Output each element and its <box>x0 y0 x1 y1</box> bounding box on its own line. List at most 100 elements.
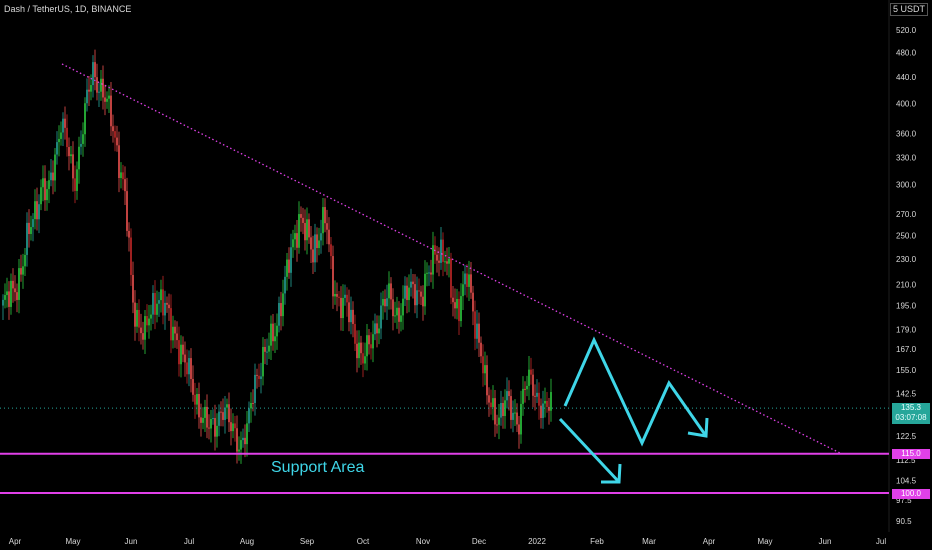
price-axis[interactable]: 520.0 480.0 440.0 400.0 360.0 330.0 300.0 270.0… <box>888 0 917 532</box>
price-tick-label: 330.0 <box>896 154 917 163</box>
candle-body <box>318 240 320 249</box>
candle-body <box>316 234 318 249</box>
candle-body <box>272 323 274 342</box>
candle-body <box>358 342 360 359</box>
candle-body <box>402 298 404 316</box>
time-tick-label: Jun <box>819 537 832 546</box>
price-tick-label: 360.0 <box>896 129 917 138</box>
candle-body <box>510 396 512 420</box>
candle-body <box>104 97 106 102</box>
candle-body <box>474 311 476 339</box>
candle-body <box>42 178 44 188</box>
candle-body <box>346 294 348 303</box>
candle-body <box>254 374 256 404</box>
candle-body <box>436 254 438 261</box>
candle-body <box>384 299 386 307</box>
candle-body <box>412 281 414 285</box>
candle-body <box>514 412 516 414</box>
time-tick-label: Mar <box>642 537 656 546</box>
candle-body <box>192 378 194 395</box>
candle-body <box>344 294 346 298</box>
candle-body <box>74 178 76 191</box>
candle-body <box>506 391 508 401</box>
candle-body <box>202 417 204 423</box>
price-tick-label: 520.0 <box>896 26 917 35</box>
candle-body <box>64 118 66 128</box>
candle-body <box>122 172 124 180</box>
candle-body <box>458 298 460 322</box>
candle-body <box>366 335 368 357</box>
price-tick-label: 97.5 <box>896 496 912 505</box>
price-tick-label: 270.0 <box>896 210 917 219</box>
candle-body <box>306 219 308 241</box>
candle-body <box>248 408 250 424</box>
candle-body <box>548 406 550 411</box>
candle-body <box>490 402 492 408</box>
candle-body <box>348 302 350 323</box>
candle-body <box>222 412 224 420</box>
candle-body <box>284 276 286 294</box>
candle-body <box>304 222 306 241</box>
candle-body <box>136 309 138 327</box>
candle-body <box>324 207 326 224</box>
candle-body <box>258 375 260 379</box>
candle-body <box>448 258 450 264</box>
candle-body <box>340 297 342 319</box>
time-tick-label: Dec <box>472 537 486 546</box>
candle-body <box>190 358 192 379</box>
candle-body <box>262 346 264 377</box>
candle-body <box>382 299 384 306</box>
time-axis[interactable]: Apr May Jun Jul Aug Sep Oct Nov Dec 2022 Feb Mar Apr… <box>9 537 887 546</box>
candle-body <box>142 333 144 340</box>
candle-body <box>226 404 228 408</box>
candle-body <box>322 207 324 234</box>
candle-body <box>52 172 54 181</box>
candle-body <box>410 281 412 288</box>
candle-body <box>162 289 164 316</box>
candle-body <box>420 291 422 297</box>
support-level-tag-115: 115.0 <box>892 449 930 459</box>
candle-body <box>540 405 542 418</box>
price-tick-label: 195.0 <box>896 301 917 310</box>
candle-body <box>336 294 338 297</box>
candle-body <box>206 406 208 428</box>
candle-body <box>220 411 222 413</box>
candle-body <box>60 132 62 139</box>
candle-body <box>426 272 428 274</box>
candle-body <box>492 398 494 408</box>
time-tick-label: Nov <box>416 537 430 546</box>
candle-body <box>242 437 244 441</box>
candle-body <box>298 214 300 248</box>
candle-body <box>498 417 500 425</box>
candle-body <box>168 304 170 309</box>
candle-body <box>282 293 284 317</box>
candle-body <box>238 449 240 452</box>
descending-trendline <box>61 63 841 454</box>
candle-body <box>334 294 336 297</box>
candle-body <box>4 295 6 300</box>
candle-body <box>290 247 292 273</box>
candle-body <box>252 402 254 404</box>
candle-body <box>296 233 298 248</box>
price-tick-label: 142.5 <box>896 390 917 399</box>
candle-body <box>452 297 454 303</box>
candle-body <box>286 259 288 277</box>
candle-body <box>218 411 220 426</box>
candle-body <box>196 393 198 405</box>
candle-body <box>96 77 98 93</box>
candle-body <box>484 365 486 374</box>
candle-body <box>520 403 522 435</box>
currency-badge[interactable]: 5 USDT <box>889 3 928 16</box>
candle-body <box>216 425 218 437</box>
candle-body <box>524 388 526 390</box>
candle-body <box>308 219 310 238</box>
price-tick-label: 90.5 <box>896 517 912 526</box>
candle-body <box>186 362 188 375</box>
symbol-title[interactable]: Dash / TetherUS, 1D, BINANCE <box>4 4 132 14</box>
candle-body <box>352 309 354 324</box>
candle-body <box>124 179 126 192</box>
candle-body <box>34 201 36 220</box>
zigzag-arrowhead <box>687 417 709 438</box>
candle-body <box>110 95 112 127</box>
